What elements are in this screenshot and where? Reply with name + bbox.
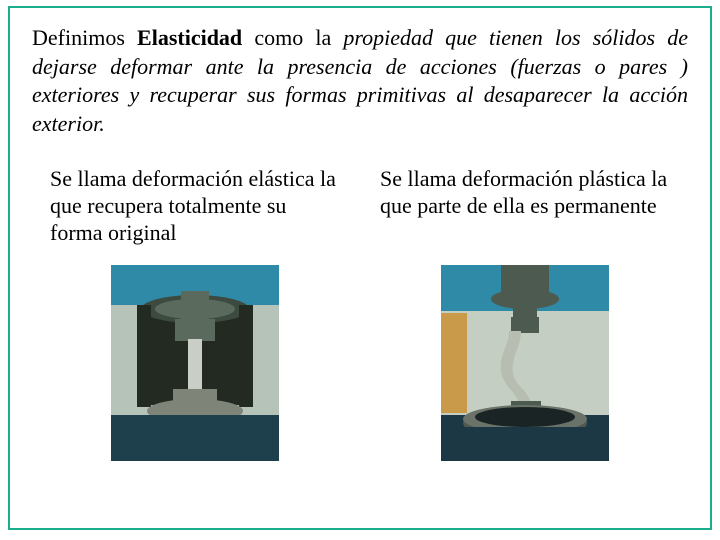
machine-press-plastic-icon [441, 265, 609, 461]
intro-paragraph: Definimos Elasticidad como la propiedad … [32, 24, 688, 138]
two-columns: Se llama deformación elástica la que rec… [32, 166, 688, 460]
machine-press-elastic-icon [111, 265, 279, 461]
left-column: Se llama deformación elástica la que rec… [50, 166, 340, 460]
plastic-deformation-text: Se llama deformación plástica la que par… [380, 166, 670, 220]
plastic-test-image [380, 265, 670, 461]
intro-mid: como la [242, 25, 343, 50]
slide-frame: Definimos Elasticidad como la propiedad … [8, 6, 712, 530]
right-column: Se llama deformación plástica la que par… [380, 166, 670, 460]
intro-lead: Definimos [32, 25, 137, 50]
intro-bold: Elasticidad [137, 25, 242, 50]
elastic-test-image [50, 265, 340, 461]
elastic-deformation-text: Se llama deformación elástica la que rec… [50, 166, 340, 246]
